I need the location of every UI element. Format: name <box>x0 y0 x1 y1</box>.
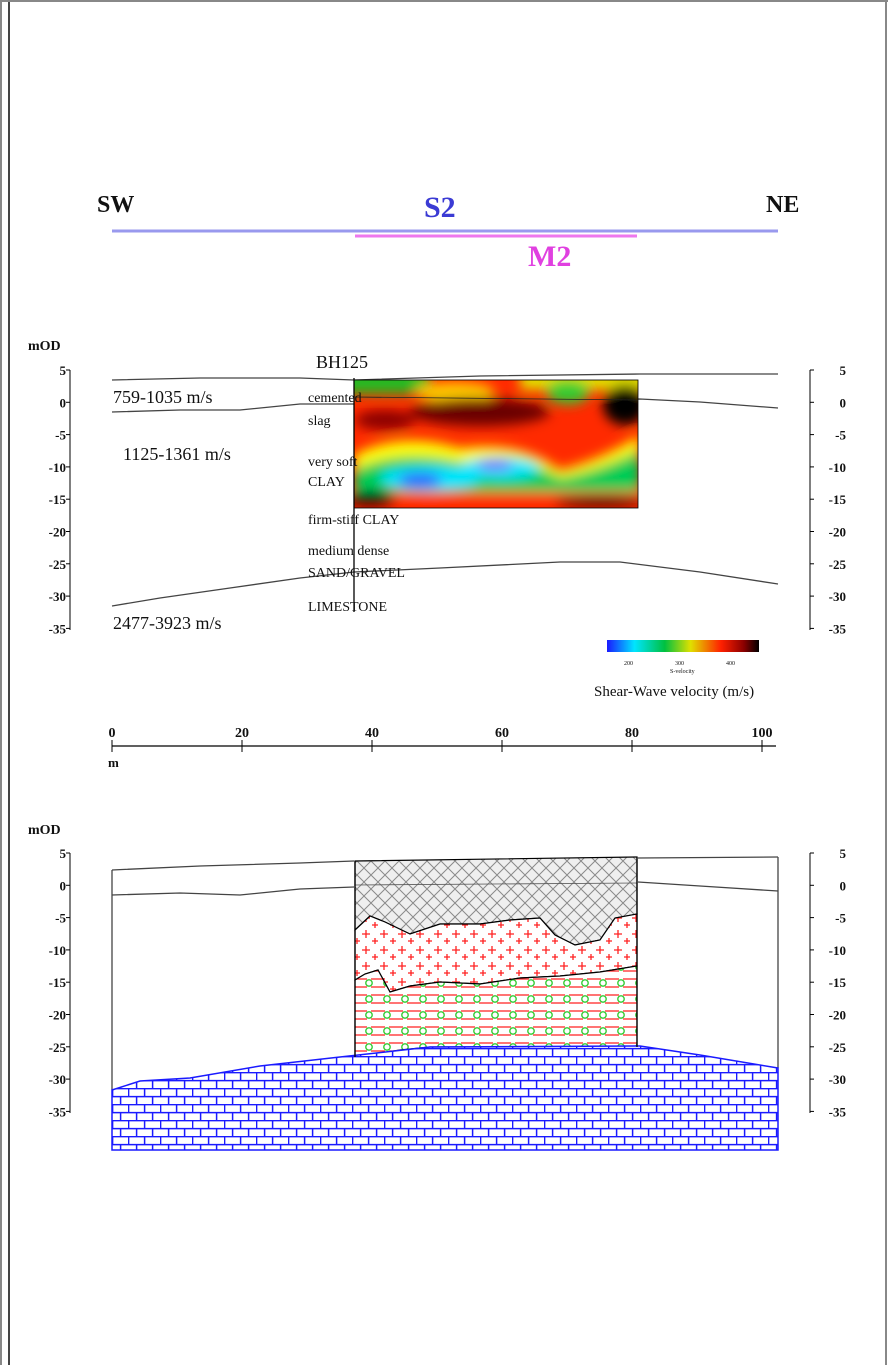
top-y-right-tick-label: 5 <box>840 363 847 378</box>
bottom-y-left-tick-label: -30 <box>49 1072 66 1087</box>
bottom-y-right-tick-label: 5 <box>840 846 847 861</box>
velocity-label-1: 759-1035 m/s <box>113 387 213 407</box>
bottom-axis-unit: mOD <box>28 823 61 838</box>
stratum-cemented: cemented <box>308 391 362 406</box>
x-tick-label: 0 <box>109 726 116 741</box>
velocity-label-2: 1125-1361 m/s <box>123 444 231 464</box>
top-y-right-tick-label: 0 <box>840 395 847 410</box>
stratum-limestone: LIMESTONE <box>308 600 387 615</box>
top-axis-unit: mOD <box>28 339 61 354</box>
bottom-y-right-tick-label: -20 <box>829 1008 846 1023</box>
bottom-y-right-tick-label: -10 <box>829 943 846 958</box>
top-y-left-tick-label: -35 <box>49 621 67 636</box>
top-y-left-tick-label: -5 <box>55 428 66 443</box>
line-m2-label: M2 <box>528 240 571 273</box>
top-refractor-2 <box>111 561 779 607</box>
x-tick-label: 100 <box>752 726 773 741</box>
top-y-right-tick-label: -20 <box>829 525 846 540</box>
bottom-y-left-tick-label: 5 <box>60 846 67 861</box>
bottom-y-right-tick-label: -35 <box>829 1104 847 1119</box>
colorbar: 200 300 400 S-velocity Shear-Wave veloci… <box>594 640 759 700</box>
stratum-slag: slag <box>308 414 331 429</box>
bottom-y-left-tick-label: -35 <box>49 1104 67 1119</box>
bottom-y-left-tick-label: -5 <box>55 911 66 926</box>
bottom-y-right-tick-label: -5 <box>835 911 846 926</box>
bottom-panel: mOD 5 0 -5 -10 -15 -20 -25 -30 -35 5 0 -5 -10 -15 -20… <box>28 823 847 1151</box>
bottom-y-left-tick-label: 0 <box>60 878 67 893</box>
colorbar-title: Shear-Wave velocity (m/s) <box>594 684 754 700</box>
top-y-left-tick-label: -25 <box>49 557 67 572</box>
x-tick-label: 40 <box>365 726 379 741</box>
colorbar-small-label: S-velocity <box>670 669 695 675</box>
x-axis-unit: m <box>108 755 119 770</box>
top-y-left-tick-label: -15 <box>49 492 67 507</box>
top-panel: mOD 5 0 -5 -10 -15 -20 -25 -30 -35 5 0 -5 -10 -15 -20… <box>28 339 847 700</box>
bottom-y-right-tick-label: -30 <box>829 1072 846 1087</box>
bottom-y-right-tick-label: 0 <box>840 878 847 893</box>
borehole-label: BH125 <box>316 352 368 372</box>
stratum-sand-gravel: SAND/GRAVEL <box>308 566 405 581</box>
top-y-right-tick-label: -25 <box>829 557 847 572</box>
top-y-right-tick-label: -30 <box>829 589 846 604</box>
bottom-y-left-tick-label: -10 <box>49 943 66 958</box>
shear-wave-velocity-image <box>354 380 638 508</box>
direction-right: NE <box>766 192 799 218</box>
line-s2-label: S2 <box>424 191 456 224</box>
top-y-left-tick-label: 0 <box>60 395 67 410</box>
x-tick-label: 60 <box>495 726 509 741</box>
bottom-y-right-tick-label: -15 <box>829 975 847 990</box>
top-y-left-tick-label: 5 <box>60 363 67 378</box>
bottom-y-left-tick-label: -20 <box>49 1008 66 1023</box>
colorbar-tick-1: 200 <box>624 661 633 667</box>
top-y-right-tick-label: -5 <box>835 428 846 443</box>
x-axis: 0 20 40 60 80 100 m <box>108 726 776 770</box>
bottom-y-left-tick-label: -15 <box>49 975 67 990</box>
colorbar-tick-2: 300 <box>675 661 684 667</box>
top-y-right-tick-label: -15 <box>829 492 847 507</box>
bottom-y-left-tick-label: -25 <box>49 1040 67 1055</box>
top-y-left-tick-label: -20 <box>49 525 66 540</box>
stratum-clay: CLAY <box>308 475 345 490</box>
x-tick-label: 20 <box>235 726 249 741</box>
top-y-right-tick-label: -35 <box>829 621 847 636</box>
colorbar-tick-3: 400 <box>726 661 735 667</box>
direction-left: SW <box>97 192 134 218</box>
top-y-left-tick-label: -10 <box>49 460 66 475</box>
top-y-left-tick-label: -30 <box>49 589 66 604</box>
top-y-right-tick-label: -10 <box>829 460 846 475</box>
x-tick-label: 80 <box>625 726 639 741</box>
stratum-firm-stiff-clay: firm-stiff CLAY <box>308 513 399 528</box>
stratum-very-soft: very soft <box>308 455 357 470</box>
layer-limestone <box>111 1045 779 1151</box>
bottom-y-right-tick-label: -25 <box>829 1040 847 1055</box>
stratum-medium-dense: medium dense <box>308 544 389 559</box>
velocity-label-3: 2477-3923 m/s <box>113 613 222 633</box>
